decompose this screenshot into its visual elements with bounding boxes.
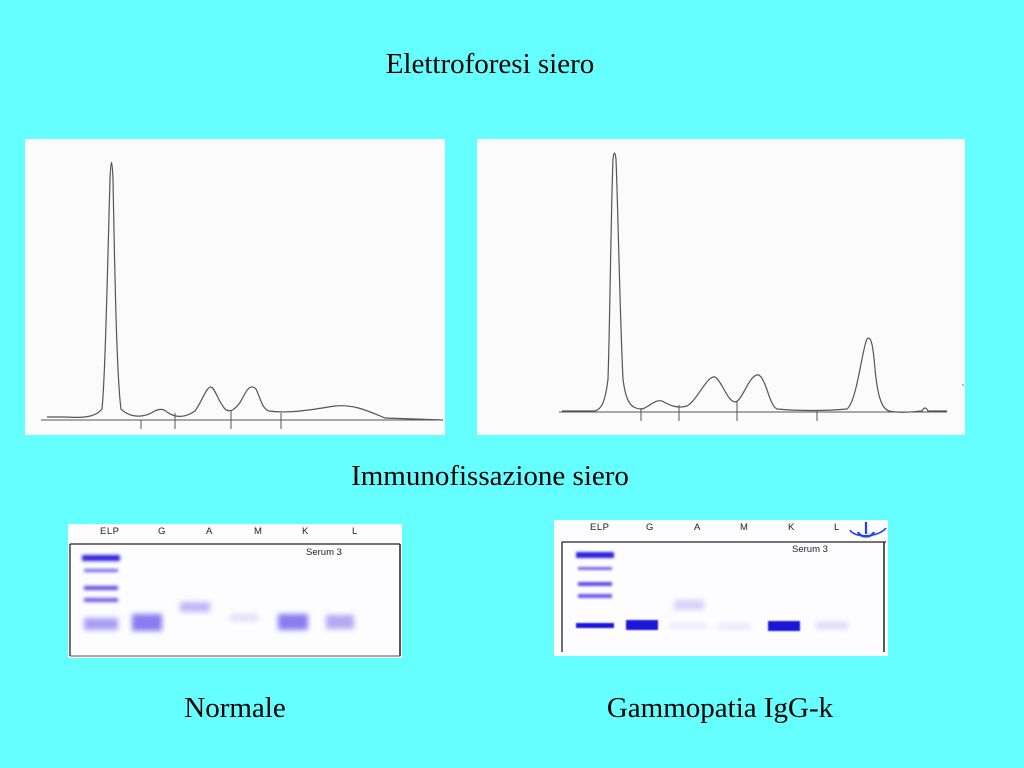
trace-gammopathy-graphic	[559, 152, 964, 421]
electrophoresis-trace-gammopathy	[477, 139, 965, 435]
lane-label-a: A	[206, 526, 213, 537]
l-lane-band	[816, 622, 848, 629]
elp-band-monoclonal	[576, 623, 614, 628]
a-lane-band	[674, 600, 704, 610]
elp-band-albumin	[82, 555, 120, 561]
trace-curve	[47, 161, 444, 421]
m-lane-band	[718, 624, 750, 629]
lane-label-elp: ELP	[590, 522, 609, 533]
serum-label: Serum 3	[792, 544, 828, 555]
g-lane-band	[132, 614, 162, 631]
immunofixation-title: Immunofissazione siero	[351, 460, 629, 492]
g-lane-band	[626, 620, 658, 630]
lane-label-l: L	[352, 526, 358, 537]
lane-label-m: M	[740, 522, 748, 533]
gel-gammopathy-graphic: ELP G A M K L Serum 3	[561, 522, 887, 652]
immunofixation-gel-gammopathy: ELP G A M K L Serum 3	[554, 520, 888, 656]
lane-label-k: K	[302, 526, 309, 537]
gammopathy-label: Gammopatia IgG-k	[606, 692, 834, 724]
trace-artifact-dot	[962, 384, 964, 386]
immunofixation-gel-normal: ELP G A M K L Serum 3	[68, 524, 402, 658]
trace-normal-graphic	[41, 161, 444, 429]
lane-label-g: G	[646, 522, 654, 533]
lane-label-a: A	[694, 522, 701, 533]
m-lane-band	[230, 614, 258, 621]
a-lane-band	[180, 602, 210, 612]
lane-label-m: M	[254, 526, 262, 537]
elp-band-beta	[84, 598, 118, 602]
electrophoresis-title: Elettroforesi siero	[385, 48, 595, 80]
normal-label: Normale	[184, 692, 286, 724]
elp-band-gamma	[84, 618, 118, 630]
elp-band-alpha1	[578, 567, 612, 570]
a-lane-faint-band	[670, 624, 706, 628]
k-lane-band	[278, 614, 308, 630]
lane-label-k: K	[788, 522, 795, 533]
serum-label: Serum 3	[306, 547, 342, 558]
lane-label-g: G	[158, 526, 166, 537]
lane-label-elp: ELP	[100, 526, 119, 537]
k-lane-band	[768, 621, 800, 631]
elp-band-alpha1	[84, 569, 118, 572]
l-lane-band	[326, 615, 354, 629]
elp-band-alpha2	[84, 586, 118, 590]
elp-band-albumin	[576, 552, 614, 558]
elp-band-alpha2	[578, 582, 612, 586]
trace-curve	[562, 152, 947, 413]
electrophoresis-trace-normal	[25, 139, 445, 435]
lane-label-l: L	[834, 522, 840, 533]
gel-normal-graphic: ELP G A M K L Serum 3	[69, 526, 401, 657]
down-arrow-icon	[849, 522, 887, 538]
elp-band-beta	[578, 594, 612, 598]
